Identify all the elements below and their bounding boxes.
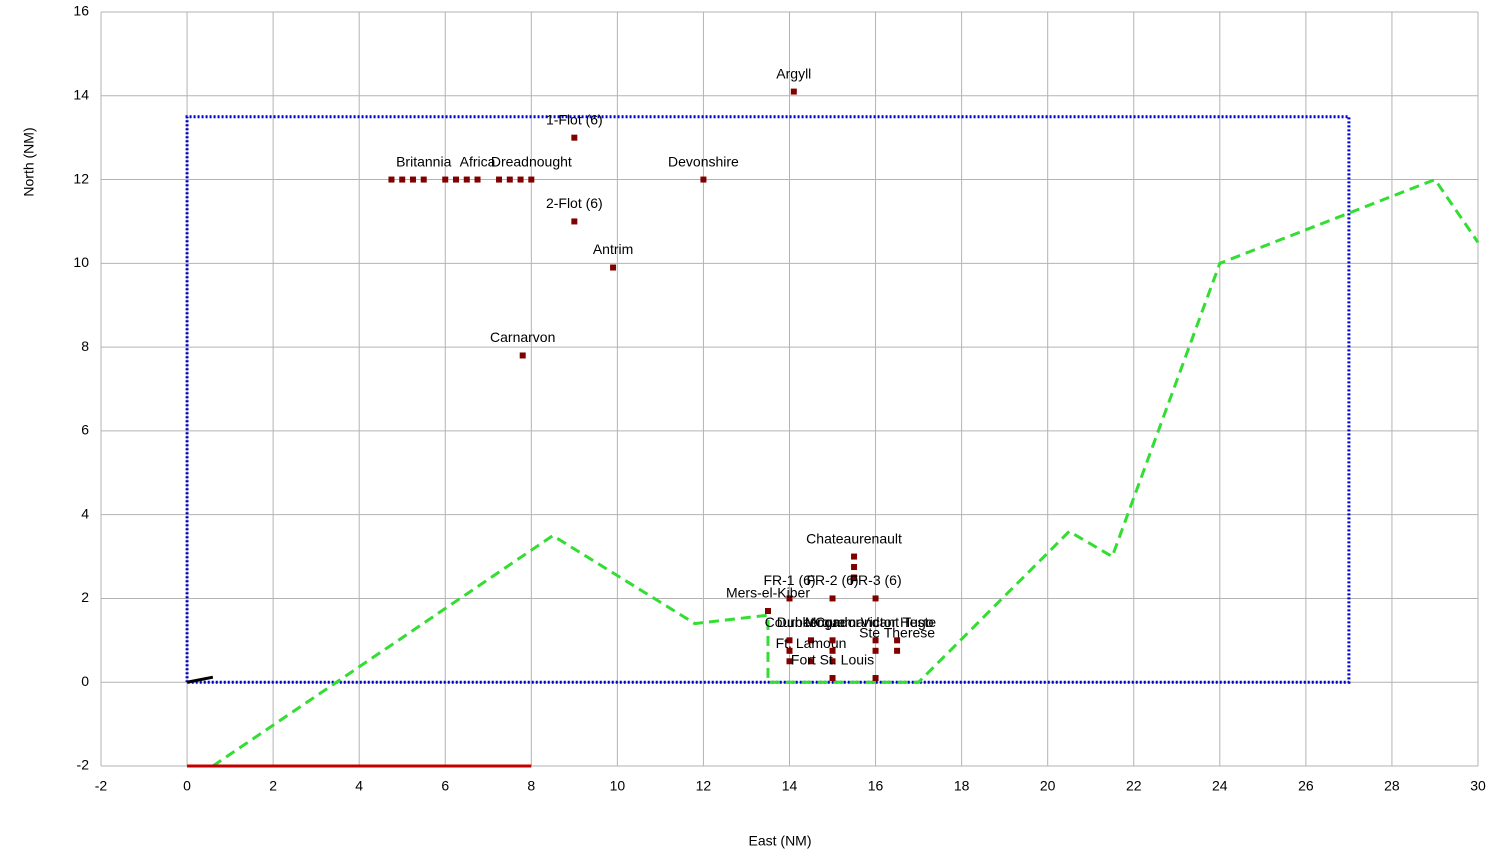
line — [186, 675, 214, 684]
x-tick-label: 2 — [269, 778, 277, 794]
point-label: Ste Therese — [859, 625, 935, 641]
point-label: Dreadnought — [491, 153, 572, 169]
point — [790, 88, 797, 95]
point — [496, 176, 503, 183]
x-tick-label: 26 — [1298, 778, 1314, 794]
x-tick-label: 28 — [1384, 778, 1400, 794]
point — [786, 595, 793, 602]
point — [463, 176, 470, 183]
point-label: Devonshire — [668, 153, 739, 169]
point — [808, 637, 815, 644]
point — [442, 176, 449, 183]
point — [829, 637, 836, 644]
point — [453, 176, 460, 183]
point — [388, 176, 395, 183]
point — [829, 658, 836, 665]
point-label: Fort St. Louis — [791, 652, 874, 668]
x-axis-label: East (NM) — [749, 833, 812, 849]
point — [517, 176, 524, 183]
x-tick-label: 6 — [441, 778, 449, 794]
x-tick-label: 16 — [868, 778, 884, 794]
y-tick-label: 6 — [81, 422, 89, 438]
point-label: Britannia — [396, 153, 451, 169]
y-tick-label: 16 — [73, 3, 89, 19]
x-tick-label: 30 — [1470, 778, 1486, 794]
point-label: Victor Hugo — [861, 614, 934, 630]
point — [474, 176, 481, 183]
point — [894, 637, 901, 644]
point — [829, 647, 836, 654]
x-tick-label: 0 — [183, 778, 191, 794]
point — [851, 564, 858, 571]
point-label: Courbet — [765, 614, 815, 630]
x-tick-label: -2 — [95, 778, 108, 794]
point — [420, 176, 427, 183]
point — [786, 647, 793, 654]
point-label: Commandant Teste — [815, 614, 936, 630]
point-label: Chateaurenault — [806, 530, 902, 546]
point — [808, 658, 815, 665]
x-tick-label: 20 — [1040, 778, 1056, 794]
point-label: Mers-el-Kiber — [726, 585, 810, 601]
point-label: Mogador — [805, 614, 861, 630]
x-tick-label: 4 — [355, 778, 363, 794]
point — [829, 675, 836, 682]
y-tick-label: 12 — [73, 170, 89, 186]
y-tick-label: 14 — [73, 86, 89, 102]
y-axis-label: North (NM) — [21, 127, 37, 196]
y-tick-label: 2 — [81, 589, 89, 605]
point — [872, 637, 879, 644]
point — [872, 647, 879, 654]
point — [399, 176, 406, 183]
point-label: 1-Flot (6) — [546, 111, 603, 127]
point-label: Dunkerque — [777, 614, 846, 630]
x-tick-label: 22 — [1126, 778, 1142, 794]
point — [786, 658, 793, 665]
point — [571, 218, 578, 225]
point — [610, 264, 617, 271]
point-label: FR-3 (6) — [850, 572, 902, 588]
x-tick-label: 18 — [954, 778, 970, 794]
point — [764, 608, 771, 615]
point — [571, 134, 578, 141]
point-label: 2-Flot (6) — [546, 195, 603, 211]
point-label: Ft. Lamoun — [776, 635, 847, 651]
x-tick-label: 14 — [782, 778, 798, 794]
point — [409, 176, 416, 183]
x-tick-label: 10 — [610, 778, 626, 794]
point — [851, 553, 858, 560]
point-label: Antrim — [593, 241, 633, 257]
point — [894, 647, 901, 654]
point — [851, 574, 858, 581]
point — [872, 595, 879, 602]
point — [528, 176, 535, 183]
point — [506, 176, 513, 183]
point-label: FR-2 (6) — [806, 572, 858, 588]
point — [700, 176, 707, 183]
line — [185, 115, 1351, 684]
point — [829, 595, 836, 602]
y-tick-label: 0 — [81, 673, 89, 689]
x-tick-label: 12 — [696, 778, 712, 794]
x-tick-label: 8 — [527, 778, 535, 794]
x-tick-label: 24 — [1212, 778, 1228, 794]
point — [872, 675, 879, 682]
y-tick-label: 8 — [81, 338, 89, 354]
line — [212, 177, 1480, 768]
y-tick-label: 4 — [81, 505, 89, 521]
point-label: Carnarvon — [490, 329, 555, 345]
point — [786, 637, 793, 644]
point-label: FR-1 (6) — [763, 572, 815, 588]
y-tick-label: 10 — [73, 254, 89, 270]
point-label: Africa — [460, 153, 496, 169]
y-tick-label: -2 — [77, 757, 90, 773]
point-label: Argyll — [776, 65, 811, 81]
point — [519, 352, 526, 359]
